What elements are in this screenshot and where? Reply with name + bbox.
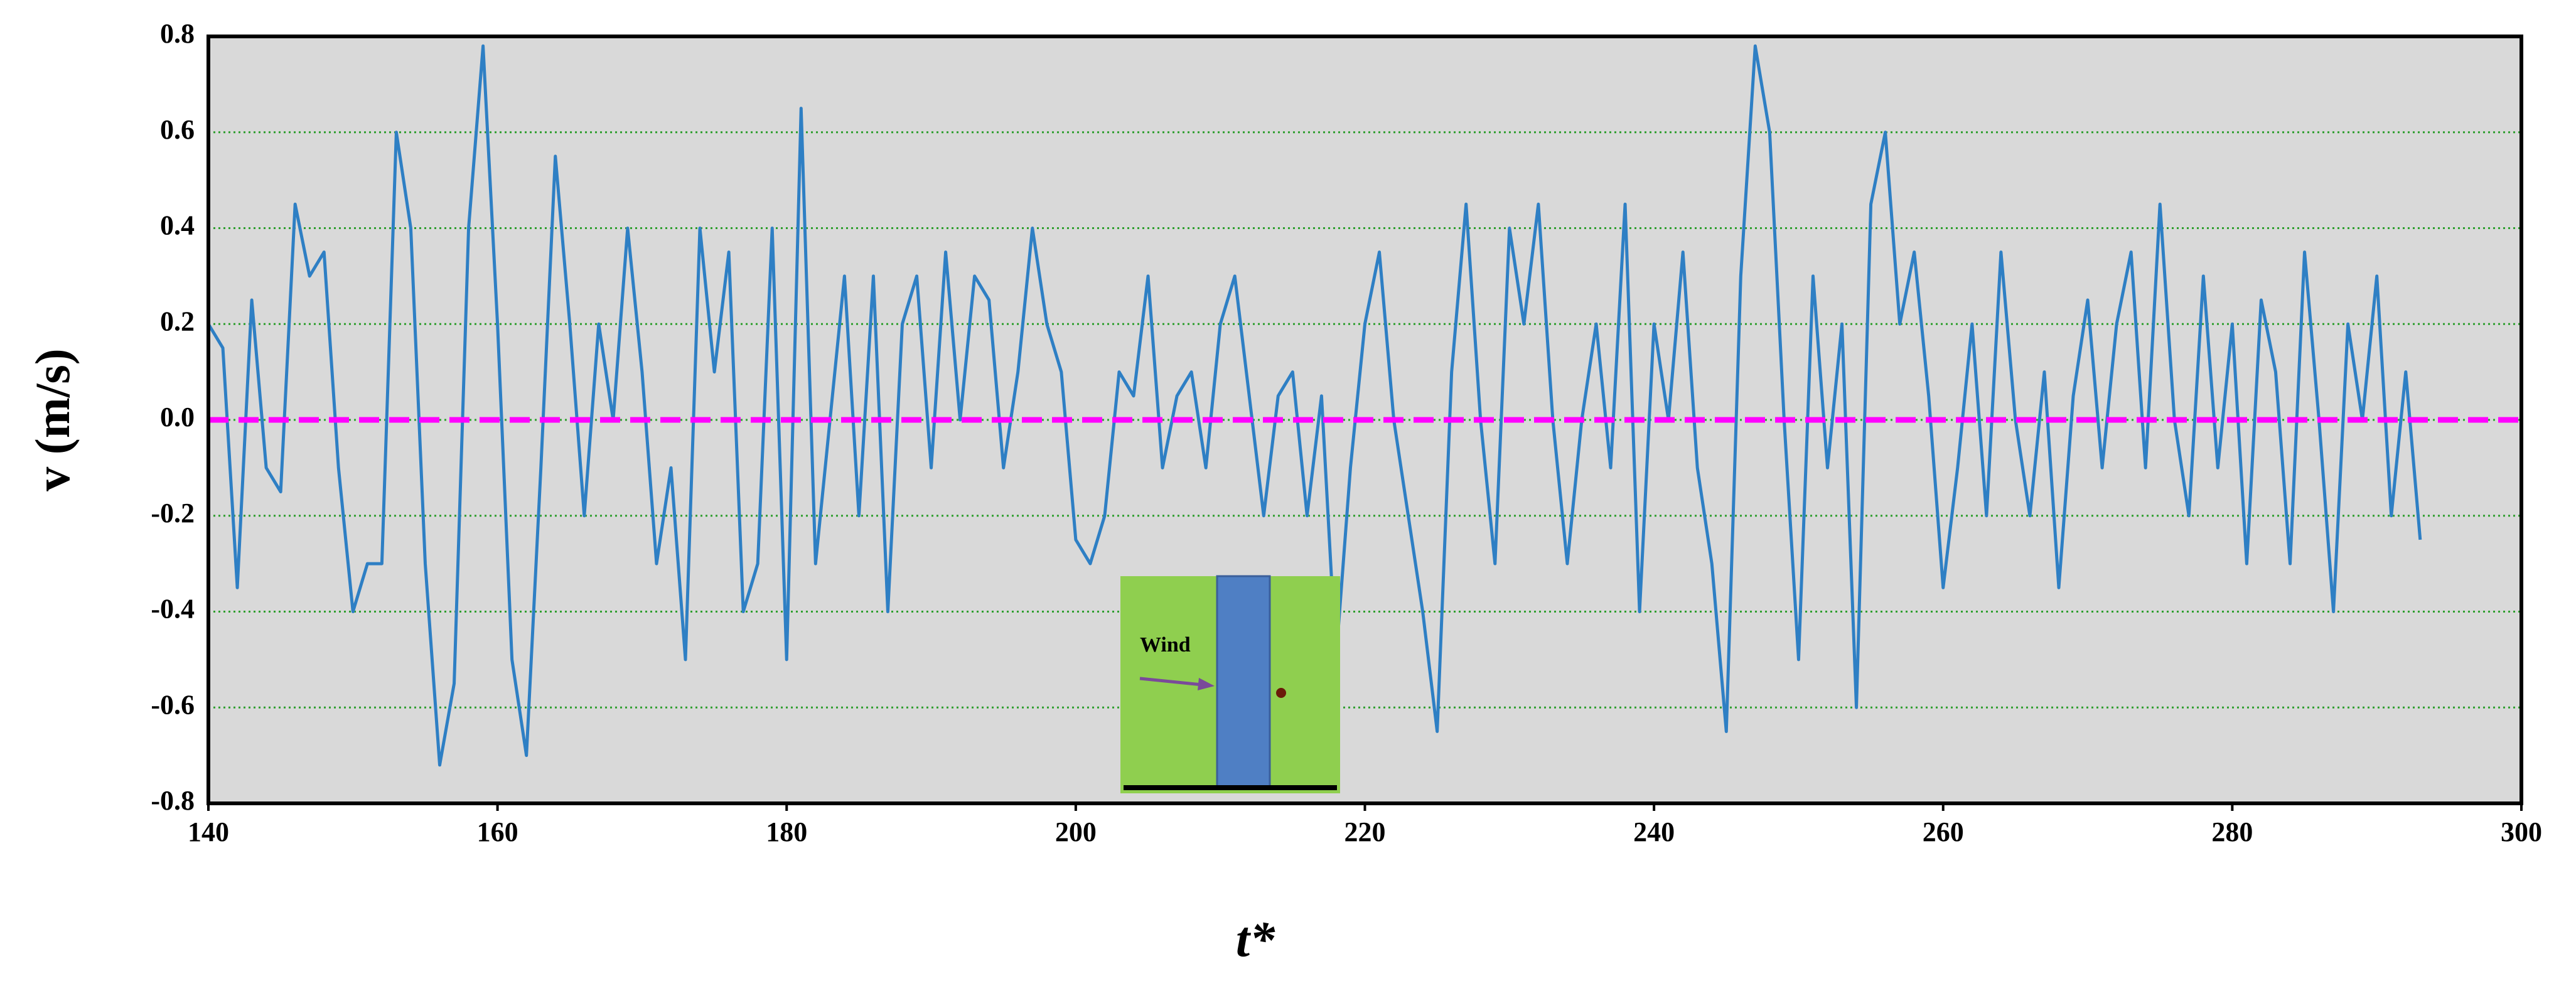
y-tick-label: 0.6: [160, 114, 195, 145]
inset-arrowhead: [1198, 678, 1215, 690]
y-tick-label: -0.2: [151, 498, 195, 528]
inset-label: Wind: [1140, 633, 1191, 656]
y-tick-label: -0.8: [151, 785, 195, 816]
y-tick-label: 0.8: [160, 18, 195, 49]
y-tick-label: -0.6: [151, 689, 195, 720]
x-axis-label: t*: [1236, 912, 1275, 967]
y-tick-label: 0.4: [160, 210, 195, 241]
x-tick-label: 300: [2501, 817, 2542, 847]
x-tick-label: 240: [1633, 817, 1675, 847]
y-axis-label: v (m/s): [25, 348, 80, 491]
y-tick-label: 0.2: [160, 306, 195, 336]
x-tick-label: 180: [766, 817, 807, 847]
x-tick-label: 260: [1923, 817, 1964, 847]
inset-column: [1216, 575, 1271, 788]
inset-arrow: [1139, 677, 1203, 687]
y-tick-label: 0.0: [160, 402, 195, 432]
inset-point: [1276, 688, 1286, 698]
inset-diagram: Wind: [1120, 575, 1340, 793]
x-tick-label: 200: [1055, 817, 1097, 847]
x-tick-label: 160: [477, 817, 518, 847]
x-tick-label: 140: [188, 817, 229, 847]
x-tick-label: 280: [2211, 817, 2253, 847]
x-tick-label: 220: [1344, 817, 1386, 847]
y-tick-label: -0.4: [151, 594, 195, 624]
